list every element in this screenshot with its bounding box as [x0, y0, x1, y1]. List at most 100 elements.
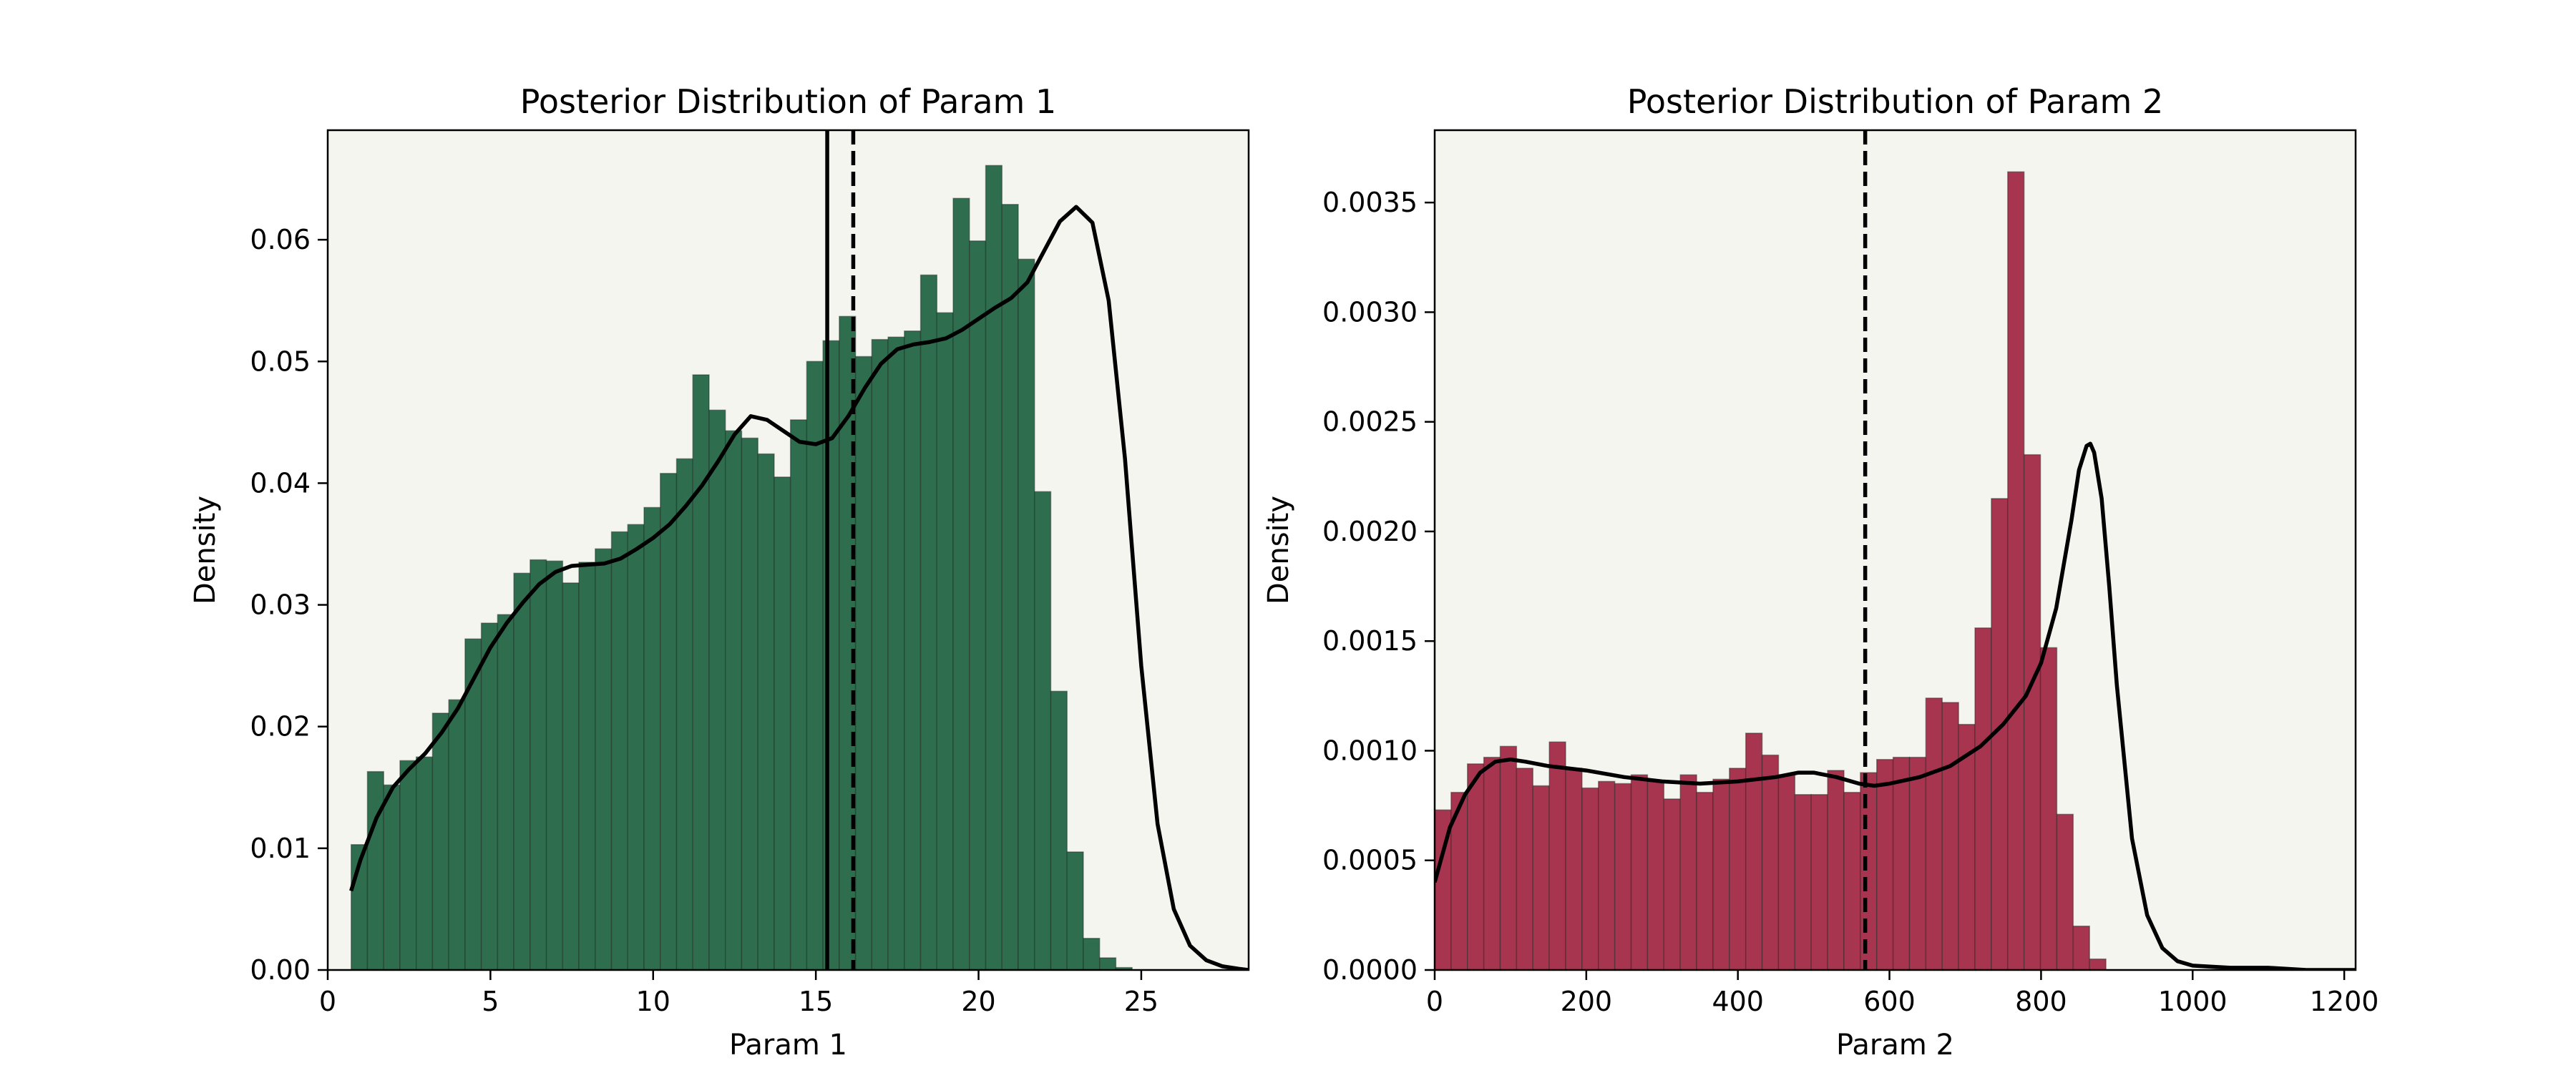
histogram-bar: [1974, 627, 1992, 970]
histogram-bar: [919, 274, 938, 970]
histogram-bar: [480, 622, 499, 970]
x-tick-label: 5: [482, 986, 499, 1017]
histogram-bar: [2007, 171, 2025, 970]
y-tick-label: 0.0025: [1322, 406, 1418, 438]
y-tick-label: 0.0015: [1322, 625, 1418, 657]
y-tick-label: 0.06: [250, 224, 311, 255]
histogram-bar: [1729, 768, 1747, 970]
histogram-bar: [757, 453, 775, 970]
histogram-bar: [578, 562, 596, 970]
plot-frame: [1433, 129, 2357, 971]
histogram-bar: [660, 473, 678, 970]
y-tick-label: 0.0000: [1322, 954, 1418, 986]
histogram-bar: [1860, 772, 1878, 970]
y-tick-label: 0.0035: [1322, 187, 1418, 218]
y-tick-label: 0.0030: [1322, 296, 1418, 328]
x-axis-label: Param 2: [1836, 1029, 1954, 1062]
y-tick-label: 0.01: [250, 833, 311, 864]
histogram-bar: [1941, 702, 1959, 970]
y-tick-label: 0.00: [250, 954, 311, 986]
histogram-bar: [2072, 925, 2090, 970]
histogram-bar: [1892, 756, 1911, 970]
histogram-bar: [562, 582, 580, 970]
histogram-bar: [1843, 791, 1861, 970]
histogram-bar: [1794, 794, 1812, 970]
plot-area: [349, 130, 1249, 970]
x-tick-label: 25: [1124, 986, 1158, 1017]
histogram-bar: [789, 419, 808, 970]
histogram-bar: [2039, 647, 2058, 970]
histogram-bar: [969, 240, 987, 970]
histogram-bar: [1908, 756, 1927, 970]
y-tick-label: 0.0010: [1322, 735, 1418, 766]
chart-panel-1: 0 5 10 15 20 25 0.00 0.01 0.02 0.03 0.04 0.05 0.06 Po…: [189, 82, 1250, 1062]
histogram-bar: [2023, 454, 2041, 970]
histogram-bar: [1098, 957, 1117, 970]
x-axis-label: Param 1: [729, 1029, 847, 1062]
histogram-bar: [545, 560, 564, 970]
x-tick-label: 1200: [2310, 986, 2379, 1017]
histogram-bar: [871, 338, 889, 970]
x-tick-label: 200: [1561, 986, 1613, 1017]
histogram-bar: [610, 531, 629, 970]
histogram-bar: [1663, 798, 1681, 970]
x-tick-label: 0: [319, 986, 336, 1017]
histogram-bar: [399, 760, 417, 970]
histogram-bar: [1548, 741, 1566, 970]
y-tick-label: 0.02: [250, 711, 311, 743]
histogram-bar: [1467, 763, 1485, 970]
histogram-bar: [675, 458, 694, 970]
histogram-bar: [497, 614, 514, 970]
x-tick-label: 15: [799, 986, 833, 1017]
chart-panel-2: 0 200 400 600 800 1000 1200 0.0000 0.0005 0.0010 0…: [1262, 82, 2379, 1062]
histogram-bar: [1083, 938, 1101, 970]
x-tick-label: 600: [1863, 986, 1916, 1017]
x-tick-label: 1000: [2158, 986, 2228, 1017]
y-tick-label: 0.05: [250, 346, 311, 377]
histogram-bar: [1925, 697, 1943, 970]
histogram-bar: [741, 437, 758, 970]
histogram-bar: [1050, 690, 1068, 970]
histogram-bar: [1614, 783, 1632, 970]
histogram-bar: [1876, 758, 1894, 970]
x-tick-label: 400: [1712, 986, 1764, 1017]
y-axis-label: Density: [189, 496, 222, 604]
histogram-bar: [936, 312, 954, 970]
histogram-bar: [952, 197, 970, 970]
y-tick-label: 0.03: [250, 589, 311, 621]
kde-line: [1435, 441, 2356, 970]
histogram-bar: [985, 165, 1003, 970]
histogram-bar: [1581, 787, 1599, 970]
x-tick-label: 20: [961, 986, 995, 1017]
histogram-bar: [595, 548, 613, 970]
histogram-bar: [887, 336, 905, 970]
histogram-bar: [513, 572, 531, 970]
histogram-bar: [806, 361, 824, 970]
histogram-bar: [383, 784, 401, 970]
histogram-bar: [1483, 756, 1501, 970]
chart-title: Posterior Distribution of Param 1: [520, 82, 1057, 121]
histogram-bar: [724, 430, 743, 970]
histogram-bar: [708, 409, 726, 970]
histogram-bar: [692, 374, 710, 970]
histogram-bar: [530, 559, 547, 970]
y-axis-label: Density: [1262, 496, 1295, 604]
histogram-bar: [1646, 780, 1665, 970]
histogram-bar: [854, 356, 873, 970]
x-tick-label: 10: [636, 986, 670, 1017]
histogram-bar: [1034, 491, 1052, 970]
kde-line: [349, 205, 1249, 970]
histogram-bar: [415, 756, 434, 970]
histogram-bar: [1761, 754, 1780, 970]
histogram-bar: [1565, 768, 1583, 970]
y-tick-label: 0.0020: [1322, 516, 1418, 547]
histogram-bar: [1630, 774, 1649, 970]
histogram-bar: [1532, 785, 1550, 970]
plot-frame: [326, 129, 1250, 971]
histogram-bar: [904, 330, 922, 970]
histogram-bar: [448, 699, 466, 970]
histogram-bar: [774, 476, 791, 970]
histogram-bar: [1712, 778, 1730, 970]
chart-title: Posterior Distribution of Param 2: [1627, 82, 2164, 121]
